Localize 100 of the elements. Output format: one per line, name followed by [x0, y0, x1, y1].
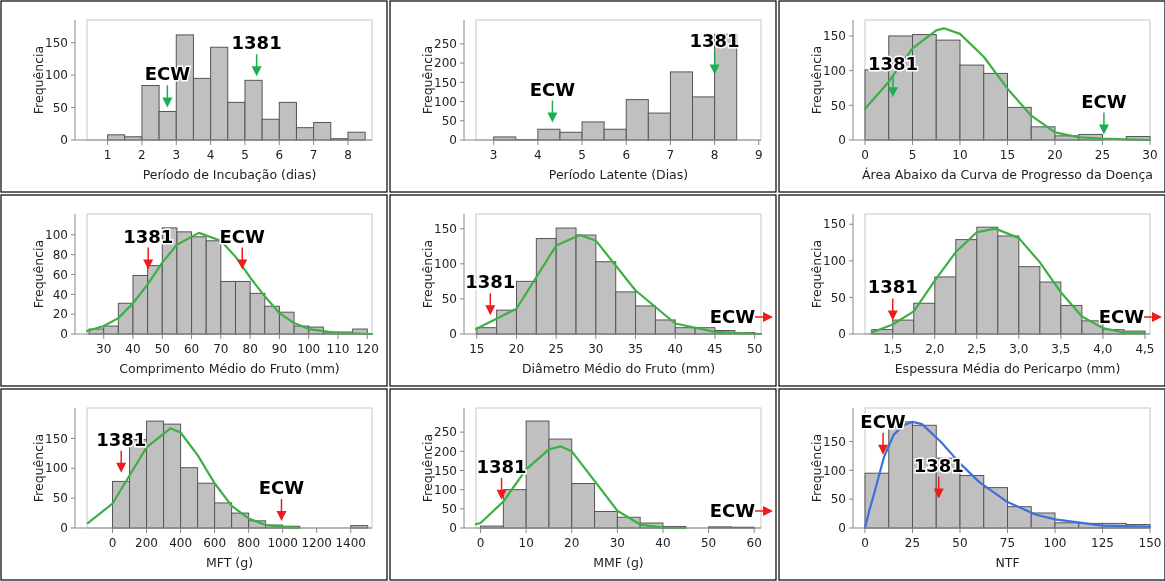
annotation: ECW	[709, 500, 756, 522]
x-tick-label: 2	[138, 148, 146, 162]
annotation: 1381	[465, 271, 516, 293]
y-tick-label: 150	[434, 221, 457, 236]
x-tick-label: 80	[242, 342, 258, 356]
x-tick-label: 90	[271, 342, 288, 356]
y-tick-label: 150	[823, 217, 846, 232]
x-tick-label: 1	[103, 148, 112, 162]
y-tick-label: 50	[52, 491, 68, 506]
x-tick-label: 7	[666, 148, 675, 162]
y-axis-title: Frequência	[31, 45, 46, 115]
y-tick-label: 100	[434, 482, 457, 497]
x-tick-label: 50	[154, 342, 170, 356]
x-tick-label: 3,0	[1009, 342, 1029, 356]
x-axis-title: NTF	[995, 555, 1020, 570]
x-tick-label: 600	[203, 536, 227, 550]
x-tick-label: 0	[861, 148, 869, 162]
x-tick-label: 9	[754, 148, 763, 162]
x-tick-label: 0	[861, 536, 869, 550]
x-tick-label: 30	[96, 342, 112, 356]
y-tick-label: 150	[434, 75, 457, 90]
x-tick-label: 1,5	[883, 342, 903, 356]
x-tick-label: 25	[1094, 148, 1111, 162]
y-tick-label: 0	[449, 327, 457, 342]
x-tick-label: 60	[746, 536, 762, 550]
x-tick-label: 20	[508, 342, 525, 356]
x-tick-label: 50	[747, 342, 763, 356]
x-axis-title: MFT (g)	[205, 555, 254, 570]
x-tick-label: 0	[108, 536, 117, 550]
annotation: 1381	[476, 455, 527, 477]
y-tick-label: 0	[60, 133, 68, 148]
x-tick-label: 8	[344, 148, 352, 162]
x-tick-label: 50	[952, 536, 968, 550]
x-tick-label: 1200	[301, 536, 332, 550]
x-tick-label: 6	[275, 148, 284, 162]
y-tick-label: 0	[838, 133, 846, 148]
y-tick-label: 80	[52, 247, 68, 262]
x-tick-label: 5	[241, 148, 249, 162]
x-tick-label: 40	[655, 536, 671, 550]
y-axis-title: Frequência	[809, 433, 824, 503]
y-tick-label: 150	[45, 431, 68, 446]
x-tick-label: 0	[476, 536, 485, 550]
x-tick-label: 25	[548, 342, 564, 356]
annotation: ECW	[258, 477, 305, 499]
x-tick-label: 5	[578, 148, 586, 162]
y-tick-label: 100	[823, 254, 846, 269]
y-tick-label: 100	[45, 228, 68, 243]
y-tick-label: 200	[434, 56, 457, 71]
x-tick-label: 3	[489, 148, 498, 162]
annotation: 1381	[231, 32, 282, 54]
x-tick-label: 150	[1138, 536, 1162, 550]
y-tick-label: 0	[60, 327, 68, 342]
y-tick-label: 50	[441, 502, 457, 517]
x-tick-label: 50	[700, 536, 717, 550]
x-tick-label: 3,5	[1051, 342, 1071, 356]
x-tick-label: 100	[1043, 536, 1067, 550]
y-tick-label: 60	[52, 267, 68, 282]
y-tick-label: 100	[823, 63, 846, 78]
x-axis-title: Área Abaixo da Curva de Progresso da Doença	[862, 167, 1153, 182]
x-tick-label: 70	[213, 342, 229, 356]
annotation: ECW	[709, 306, 756, 328]
x-tick-label: 40	[667, 342, 683, 356]
x-tick-label: 25	[904, 536, 921, 550]
y-tick-label: 50	[441, 292, 457, 307]
x-tick-label: 15	[469, 342, 485, 356]
y-tick-label: 100	[823, 463, 846, 478]
x-tick-label: 20	[564, 536, 580, 550]
y-tick-label: 100	[45, 68, 68, 83]
x-tick-label: 75	[999, 536, 1016, 550]
y-tick-label: 150	[823, 434, 846, 449]
x-tick-label: 4,0	[1093, 342, 1113, 356]
x-tick-label: 35	[627, 342, 644, 356]
x-tick-label: 2,5	[967, 342, 987, 356]
x-tick-label: 125	[1091, 536, 1114, 550]
x-tick-label: 4	[534, 148, 542, 162]
x-tick-label: 7	[309, 148, 318, 162]
y-axis-title: Frequência	[420, 45, 435, 115]
y-tick-label: 50	[830, 492, 846, 507]
y-tick-label: 150	[823, 29, 846, 44]
y-tick-label: 50	[52, 100, 68, 115]
y-tick-label: 200	[434, 444, 457, 459]
y-tick-label: 100	[45, 461, 68, 476]
annotation: ECW	[860, 410, 906, 432]
x-tick-label: 30	[1142, 148, 1158, 162]
annotation: 1381	[96, 428, 147, 450]
y-axis-title: Frequência	[31, 239, 46, 309]
annotation: ECW	[219, 225, 266, 247]
x-tick-label: 4,5	[1135, 342, 1155, 356]
y-tick-label: 100	[434, 257, 457, 272]
x-tick-label: 15	[999, 148, 1016, 162]
x-tick-label: 45	[707, 342, 723, 356]
y-tick-label: 0	[449, 133, 457, 148]
y-axis-title: Frequência	[809, 239, 824, 309]
x-tick-label: 40	[125, 342, 141, 356]
x-tick-label: 800	[237, 536, 261, 550]
y-tick-label: 250	[434, 37, 457, 52]
x-tick-label: 1000	[267, 536, 298, 550]
annotation: ECW	[529, 78, 576, 100]
y-tick-label: 250	[434, 425, 457, 440]
x-tick-label: 200	[135, 536, 159, 550]
